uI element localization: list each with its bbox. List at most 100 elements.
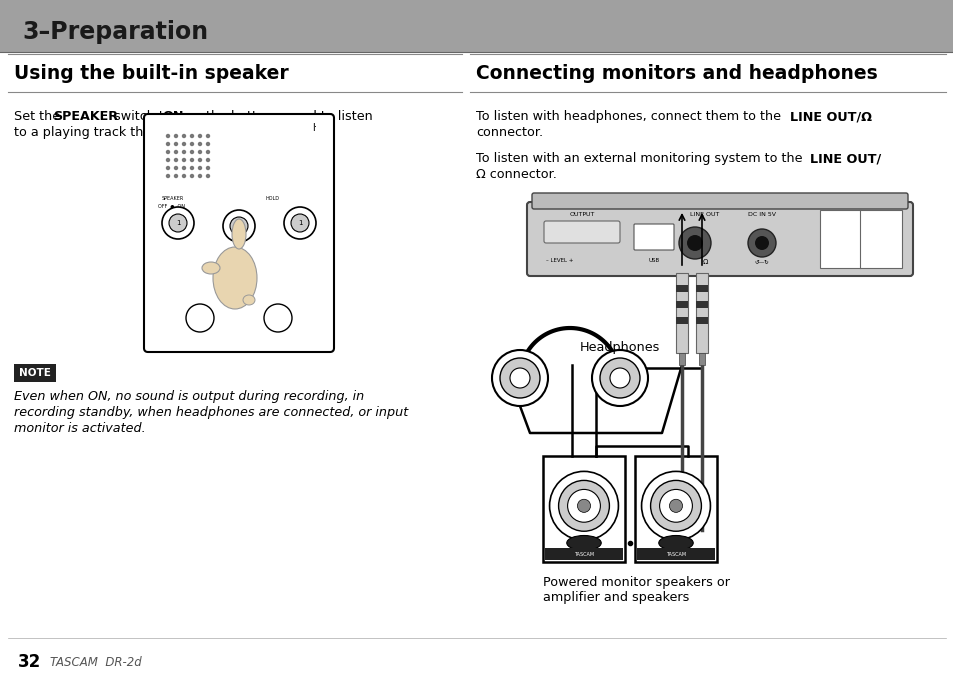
- Circle shape: [510, 368, 530, 388]
- Bar: [676, 285, 687, 292]
- FancyBboxPatch shape: [532, 193, 907, 209]
- Text: 3–Preparation: 3–Preparation: [22, 20, 208, 44]
- Circle shape: [679, 227, 710, 259]
- Circle shape: [190, 134, 194, 138]
- Ellipse shape: [232, 219, 246, 249]
- Text: To listen with an external monitoring system to the: To listen with an external monitoring sy…: [476, 152, 805, 165]
- Text: Ω connector.: Ω connector.: [476, 168, 557, 181]
- Bar: [0, 0, 953, 52]
- Circle shape: [206, 134, 210, 138]
- Text: OUTPUT: OUTPUT: [569, 212, 594, 218]
- Circle shape: [173, 174, 178, 178]
- Text: ↺―↻: ↺―↻: [754, 260, 768, 265]
- Circle shape: [549, 471, 618, 540]
- Text: OFF  ●  ON: OFF ● ON: [158, 203, 185, 209]
- Circle shape: [190, 150, 194, 154]
- Text: 1: 1: [175, 220, 180, 226]
- Circle shape: [162, 207, 193, 239]
- Circle shape: [190, 174, 194, 178]
- Circle shape: [609, 368, 629, 388]
- Bar: [544, 548, 622, 560]
- Text: DC IN 5V: DC IN 5V: [747, 212, 775, 218]
- Circle shape: [291, 214, 309, 232]
- Bar: [696, 301, 707, 308]
- Bar: [676, 273, 687, 353]
- Text: LINE OUT: LINE OUT: [690, 212, 719, 218]
- Circle shape: [166, 166, 170, 170]
- Circle shape: [206, 150, 210, 154]
- Circle shape: [686, 235, 702, 251]
- Text: Set the: Set the: [14, 110, 64, 123]
- FancyBboxPatch shape: [526, 202, 912, 276]
- Text: Even when ON, no sound is output during recording, in: Even when ON, no sound is output during …: [14, 390, 364, 403]
- Bar: [696, 285, 707, 292]
- Text: Headphones: Headphones: [579, 341, 659, 354]
- Circle shape: [197, 150, 202, 154]
- Circle shape: [577, 499, 590, 513]
- Circle shape: [182, 166, 186, 170]
- Ellipse shape: [243, 295, 254, 305]
- Circle shape: [206, 174, 210, 178]
- Circle shape: [173, 134, 178, 138]
- Bar: [635, 456, 717, 562]
- Circle shape: [182, 134, 186, 138]
- Circle shape: [197, 174, 202, 178]
- Bar: [820, 210, 901, 268]
- Circle shape: [182, 174, 186, 178]
- Text: Powered monitor speakers or
amplifier and speakers: Powered monitor speakers or amplifier an…: [542, 576, 729, 604]
- Text: connector.: connector.: [476, 126, 542, 139]
- Text: LINE OUT/: LINE OUT/: [809, 152, 881, 165]
- Circle shape: [206, 158, 210, 163]
- Bar: [542, 456, 624, 562]
- Ellipse shape: [202, 262, 220, 274]
- Circle shape: [182, 150, 186, 154]
- Circle shape: [166, 150, 170, 154]
- Circle shape: [173, 150, 178, 154]
- Text: recording standby, when headphones are connected, or input: recording standby, when headphones are c…: [14, 406, 408, 419]
- Circle shape: [669, 499, 681, 513]
- Bar: [676, 317, 687, 324]
- Text: SPEAKER: SPEAKER: [53, 110, 118, 123]
- Text: TASCAM: TASCAM: [665, 551, 685, 556]
- Circle shape: [190, 142, 194, 146]
- Circle shape: [230, 217, 248, 235]
- Circle shape: [186, 304, 213, 332]
- Circle shape: [190, 158, 194, 163]
- FancyBboxPatch shape: [543, 221, 619, 243]
- Circle shape: [599, 358, 639, 398]
- Circle shape: [166, 142, 170, 146]
- Text: on the bottom panel to listen: on the bottom panel to listen: [182, 110, 373, 123]
- Bar: [676, 301, 687, 308]
- Circle shape: [173, 158, 178, 163]
- Circle shape: [754, 236, 768, 250]
- Text: Ω: Ω: [701, 259, 707, 265]
- Circle shape: [166, 174, 170, 178]
- Circle shape: [166, 158, 170, 163]
- Text: ON: ON: [162, 110, 183, 123]
- Text: TASCAM: TASCAM: [574, 551, 594, 556]
- Circle shape: [197, 166, 202, 170]
- Circle shape: [182, 158, 186, 163]
- Text: to a playing track through the built-in speaker.: to a playing track through the built-in …: [14, 126, 312, 139]
- Ellipse shape: [659, 536, 693, 550]
- Circle shape: [206, 166, 210, 170]
- Circle shape: [182, 142, 186, 146]
- Ellipse shape: [566, 536, 600, 550]
- Text: Connecting monitors and headphones: Connecting monitors and headphones: [476, 65, 877, 83]
- Bar: [696, 273, 707, 353]
- Text: To listen with headphones, connect them to the: To listen with headphones, connect them …: [476, 110, 784, 123]
- Text: SPEAKER: SPEAKER: [162, 196, 184, 201]
- Circle shape: [499, 358, 539, 398]
- Text: NOTE: NOTE: [19, 368, 51, 378]
- Bar: [14, 364, 56, 382]
- Text: HOLD: HOLD: [266, 196, 280, 201]
- Circle shape: [166, 134, 170, 138]
- Circle shape: [169, 214, 187, 232]
- Circle shape: [173, 142, 178, 146]
- Circle shape: [567, 490, 599, 522]
- Ellipse shape: [213, 247, 256, 309]
- Circle shape: [284, 207, 315, 239]
- Text: TASCAM  DR-2d: TASCAM DR-2d: [50, 656, 142, 668]
- Bar: [637, 548, 714, 560]
- Circle shape: [173, 166, 178, 170]
